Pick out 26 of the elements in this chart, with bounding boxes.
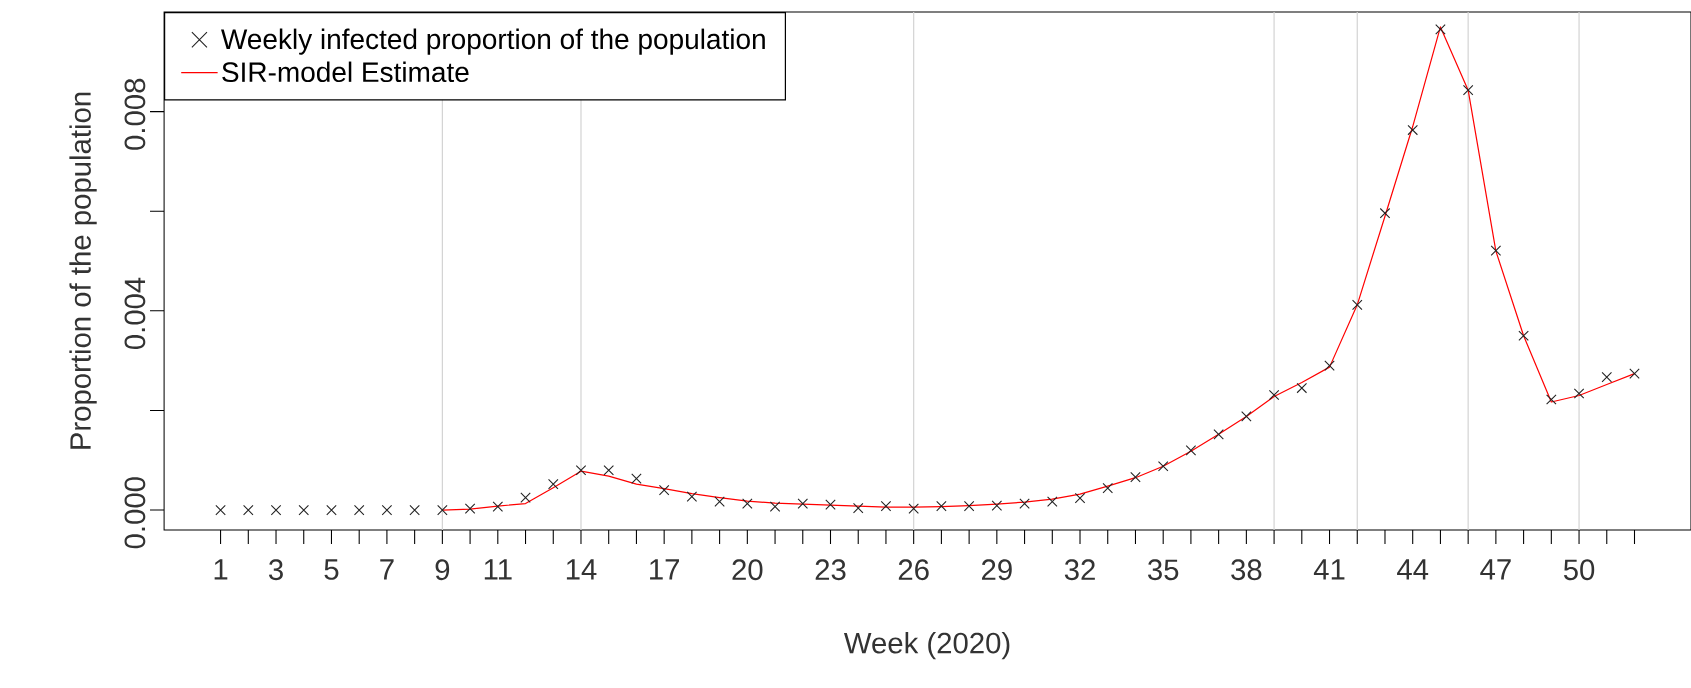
y-axis-title: Proportion of the population xyxy=(69,92,97,449)
x-tick-label: 23 xyxy=(815,559,846,581)
x-tick-label: 1 xyxy=(214,559,228,580)
x-tick-label: 7 xyxy=(380,559,394,580)
x-tick-label: 35 xyxy=(1147,559,1179,581)
x-tick-label: 44 xyxy=(1397,559,1429,580)
x-tick-label: 50 xyxy=(1563,559,1595,581)
x-tick-label: 38 xyxy=(1231,559,1262,581)
y-tick-label: 0.008 xyxy=(124,78,146,150)
x-tick-label: 17 xyxy=(650,559,679,580)
x-tick-label: 26 xyxy=(898,559,929,581)
x-tick-label: 32 xyxy=(1064,559,1095,581)
x-tick-label: 5 xyxy=(324,559,339,580)
x-tick-label: 14 xyxy=(566,559,597,580)
x-axis-title: Week (2020) xyxy=(843,631,1010,660)
y-tick-label: 0.004 xyxy=(124,277,146,350)
x-tick-label: 47 xyxy=(1480,559,1511,580)
x-tick-label: 29 xyxy=(982,559,1012,581)
legend-label: SIR-model Estimate xyxy=(222,61,469,83)
x-tick-label: 9 xyxy=(435,559,450,581)
y-tick-label: 0.000 xyxy=(124,477,146,549)
legend-label: Weekly infected proportion of the population xyxy=(221,28,765,55)
x-tick-label: 3 xyxy=(268,559,283,581)
x-tick-label: 41 xyxy=(1313,559,1345,580)
x-tick-label: 11 xyxy=(484,559,512,580)
x-tick-label: 20 xyxy=(732,559,763,581)
